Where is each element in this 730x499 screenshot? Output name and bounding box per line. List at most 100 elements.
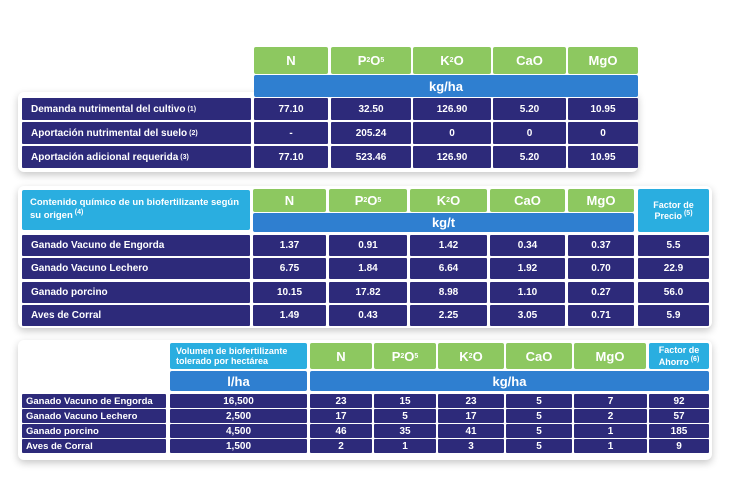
table2-cell: 2.25 [410,305,487,326]
factor-value: 185 [670,425,688,437]
table3-volume-unit: l/ha [170,371,307,391]
factor-value: 9 [676,440,682,452]
table3-volume-cell: 1,500 [170,439,307,453]
savings-factor-label: Factor de Ahorro [658,345,700,367]
table3-cell: 1 [374,439,436,453]
cell-value: 77.10 [278,103,304,115]
table3-volume-cell: 16,500 [170,394,307,408]
table1-row-label: Aportación nutrimental del suelo (2) [22,122,251,144]
cell-value: 5 [402,410,408,422]
formula-base: CaO [514,193,541,208]
table1-header-cao: CaO [493,47,566,74]
row-label-note: (3) [180,153,189,161]
table2-cell: 0.71 [568,305,634,326]
formula-base: CaO [525,348,553,364]
cell-value: 7 [607,395,614,407]
formula-mid: O [453,53,464,68]
formula-mid: O [367,193,378,208]
row-label-text: Aportación adicional requerida [31,151,179,163]
table2-unit-band: kg/t [253,213,634,232]
table1-cell: 32.50 [331,98,411,120]
table2-cell: 1.42 [410,235,487,256]
table2-price-factor: 5.5 [638,235,709,256]
cell-value: 10.15 [276,287,303,298]
table3-cell: 35 [374,424,436,438]
table3-cell: 41 [438,424,504,438]
table3-volume-header: Volumen de biofertilizante tolerado por … [170,343,307,369]
cell-value: 15 [399,395,411,407]
row-label-text: Aportación nutrimental del suelo [31,127,188,139]
table2-price-factor: 5.9 [638,305,709,326]
cell-value: 1 [607,425,614,437]
factor-value: 57 [673,410,685,422]
formula-base: N [336,348,346,364]
row-label-note: (2) [189,129,198,137]
table3-header-n: N [310,343,372,369]
table1-cell: 523.46 [331,146,411,168]
cell-value: 6.75 [279,263,300,274]
table3-cell: 23 [310,394,372,408]
cell-value: 1.37 [279,240,300,251]
table3-cell: 23 [438,394,504,408]
table2-cell: 0.91 [329,235,407,256]
table1-cell: 10.95 [568,146,638,168]
formula-subscript: 2 [468,352,473,360]
cell-value: 23 [465,395,477,407]
price-factor-note: (5) [683,210,693,217]
table2-price-factor-header: Factor de Precio (5) [638,189,709,232]
cell-value: 8.98 [438,287,459,298]
table3-cell: 5 [374,409,436,423]
table1-cell: 0 [413,122,491,144]
formula-base: P [357,53,367,68]
formula-base: CaO [516,53,543,68]
table2-cell: 10.15 [253,282,326,303]
table3-cell: 7 [574,394,647,408]
table3-row-label: Ganado Vacuno Lechero [22,409,166,423]
cell-value: 5 [536,395,542,407]
table2-price-factor: 56.0 [638,282,709,303]
table1-cell: 5.20 [493,146,566,168]
cell-value: 205.24 [355,127,387,139]
table3-savings-factor: 9 [649,439,709,453]
row-label-text: Aves de Corral [31,310,102,321]
table2-header-label: Contenido químico de un biofertilizante … [22,190,250,230]
cell-value: 0.34 [517,240,538,251]
table2-row-label: Ganado porcino [22,282,250,303]
table3-cell: 5 [506,439,572,453]
formula-base: MgO [586,193,616,208]
formula-subscript: 2 [366,57,371,64]
cell-value: 0.70 [591,263,611,274]
table2-price-factor: 22.9 [638,258,709,279]
cell-value: 0.37 [591,240,611,251]
table2-cell: 0.34 [490,235,565,256]
table3-cell: 5 [506,424,572,438]
header-label-note: (4) [74,208,84,216]
table3-cell: 5 [506,409,572,423]
cell-value: 77.10 [278,151,304,163]
cell-value: 35 [399,425,411,437]
cell-value: 5 [536,440,542,452]
table3-unit-band: kg/ha [310,371,709,391]
cell-value: 0.43 [358,310,378,321]
table1-cell: 0 [568,122,638,144]
table2-header-n: N [253,189,326,212]
formula-subscript-2: 5 [380,57,385,64]
table3-savings-factor-header: Factor de Ahorro (6) [649,343,709,369]
cell-value: 3 [468,440,474,452]
table2-cell: 17.82 [329,282,407,303]
table2-row-label: Aves de Corral [22,305,250,326]
table2-header-cao: CaO [490,189,565,212]
row-label-text: Ganado Vacuno Lechero [26,410,138,422]
volume-label: Volumen de biofertilizante tolerado por … [176,345,288,366]
formula-base: MgO [588,53,618,68]
table2-row-label: Ganado Vacuno de Engorda [22,235,250,256]
table1-cell: - [254,122,328,144]
formula-subscript: 2 [449,57,454,64]
formula-base: P [354,193,364,208]
volume-value: 1,500 [225,440,252,452]
formula-base: K [436,193,447,208]
cell-value: 17 [465,410,477,422]
cell-value: 0 [449,127,455,139]
